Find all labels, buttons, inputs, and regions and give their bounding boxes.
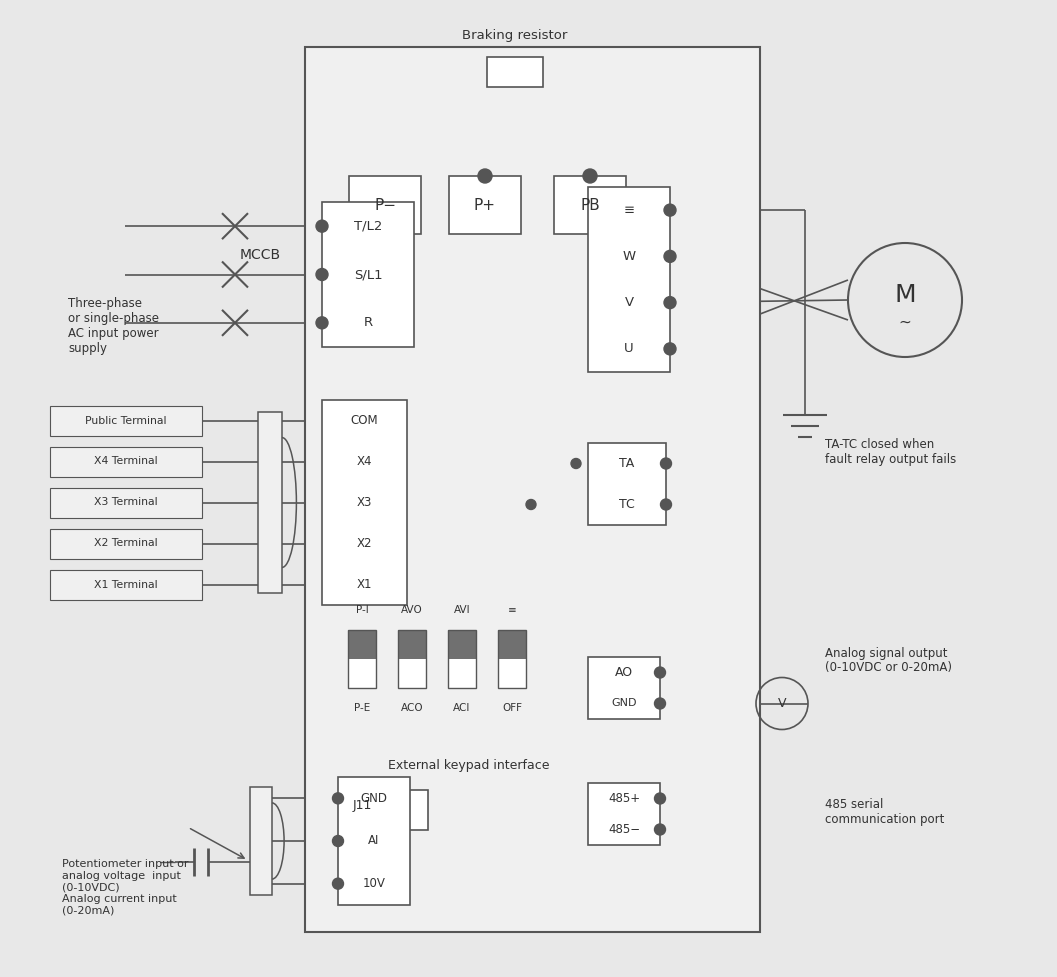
FancyBboxPatch shape (554, 176, 626, 234)
Text: X1: X1 (357, 578, 372, 591)
FancyBboxPatch shape (498, 630, 526, 659)
Text: OFF: OFF (502, 703, 522, 713)
Text: X3 Terminal: X3 Terminal (94, 497, 157, 507)
Circle shape (661, 458, 671, 469)
Text: P-I: P-I (355, 605, 369, 615)
Text: 485 serial
communication port: 485 serial communication port (826, 798, 944, 826)
FancyBboxPatch shape (588, 783, 660, 845)
Text: Potentiometer input or
analog voltage  input
(0-10VDC)
Analog current input
(0-2: Potentiometer input or analog voltage in… (62, 859, 188, 915)
FancyBboxPatch shape (349, 176, 421, 234)
FancyBboxPatch shape (398, 630, 426, 659)
FancyBboxPatch shape (448, 630, 476, 659)
Circle shape (664, 343, 676, 355)
Circle shape (654, 698, 666, 709)
FancyBboxPatch shape (50, 488, 202, 518)
Text: P−: P− (374, 197, 396, 213)
Text: U: U (625, 342, 634, 356)
Text: MCCB: MCCB (240, 248, 280, 262)
FancyBboxPatch shape (588, 657, 660, 719)
Circle shape (526, 499, 536, 509)
Circle shape (333, 878, 344, 889)
Text: Public Terminal: Public Terminal (86, 415, 167, 426)
Circle shape (333, 835, 344, 846)
Text: AO: AO (615, 666, 633, 679)
Text: TA-TC closed when
fault relay output fails: TA-TC closed when fault relay output fai… (826, 438, 957, 465)
Text: M: M (894, 283, 915, 307)
Text: 485+: 485+ (608, 792, 641, 805)
Text: GND: GND (360, 791, 388, 805)
Text: ≡: ≡ (507, 605, 517, 615)
Text: 485−: 485− (608, 823, 641, 836)
Text: External keypad interface: External keypad interface (388, 758, 550, 772)
Text: X2 Terminal: X2 Terminal (94, 538, 157, 548)
Text: Braking resistor: Braking resistor (462, 28, 568, 41)
Text: TA: TA (619, 457, 634, 470)
Circle shape (654, 793, 666, 804)
FancyBboxPatch shape (378, 790, 428, 830)
Text: X2: X2 (357, 537, 372, 550)
Text: V: V (778, 697, 786, 710)
Text: ~: ~ (898, 315, 911, 329)
Text: P-E: P-E (354, 703, 370, 713)
FancyBboxPatch shape (251, 786, 272, 895)
Circle shape (583, 169, 597, 183)
Circle shape (316, 317, 328, 329)
Circle shape (654, 824, 666, 835)
Text: P+: P+ (474, 197, 496, 213)
FancyBboxPatch shape (258, 412, 282, 593)
Text: ACO: ACO (401, 703, 423, 713)
Text: COM: COM (351, 414, 378, 427)
FancyBboxPatch shape (50, 570, 202, 600)
Circle shape (571, 458, 581, 469)
Circle shape (664, 297, 676, 309)
Circle shape (661, 499, 671, 510)
Text: AVO: AVO (401, 605, 423, 615)
Text: GND: GND (611, 699, 636, 708)
Text: X3: X3 (357, 496, 372, 509)
FancyBboxPatch shape (398, 659, 426, 688)
Text: W: W (623, 250, 635, 263)
Text: X4 Terminal: X4 Terminal (94, 456, 157, 466)
FancyBboxPatch shape (348, 630, 376, 659)
Text: AVI: AVI (453, 605, 470, 615)
Text: Three-phase
or single-phase
AC input power
supply: Three-phase or single-phase AC input pow… (68, 297, 159, 355)
FancyBboxPatch shape (487, 57, 543, 87)
FancyBboxPatch shape (448, 659, 476, 688)
Circle shape (664, 204, 676, 216)
FancyBboxPatch shape (588, 443, 666, 525)
FancyBboxPatch shape (338, 777, 410, 905)
Text: AI: AI (368, 834, 379, 847)
Text: TC: TC (619, 498, 635, 511)
FancyBboxPatch shape (348, 659, 376, 688)
Text: R: R (364, 317, 372, 329)
Text: Analog signal output
(0-10VDC or 0-20mA): Analog signal output (0-10VDC or 0-20mA) (826, 647, 952, 674)
Text: 10V: 10V (363, 877, 386, 890)
Circle shape (654, 667, 666, 678)
Text: ≡: ≡ (624, 203, 634, 217)
Text: PB: PB (580, 197, 600, 213)
FancyBboxPatch shape (588, 187, 670, 372)
Circle shape (316, 269, 328, 280)
Circle shape (664, 250, 676, 263)
FancyBboxPatch shape (50, 405, 202, 436)
Text: V: V (625, 296, 633, 309)
Circle shape (316, 220, 328, 233)
Circle shape (333, 792, 344, 804)
FancyBboxPatch shape (322, 202, 414, 347)
FancyBboxPatch shape (498, 659, 526, 688)
Text: T/L2: T/L2 (354, 220, 383, 233)
Text: X1 Terminal: X1 Terminal (94, 579, 157, 589)
FancyBboxPatch shape (305, 47, 760, 932)
FancyBboxPatch shape (449, 176, 521, 234)
FancyBboxPatch shape (50, 529, 202, 559)
Text: S/L1: S/L1 (354, 268, 383, 281)
Text: ACI: ACI (453, 703, 470, 713)
FancyBboxPatch shape (322, 400, 407, 605)
Circle shape (478, 169, 492, 183)
FancyBboxPatch shape (50, 446, 202, 477)
Text: X4: X4 (357, 455, 372, 468)
Text: J11: J11 (352, 798, 372, 812)
